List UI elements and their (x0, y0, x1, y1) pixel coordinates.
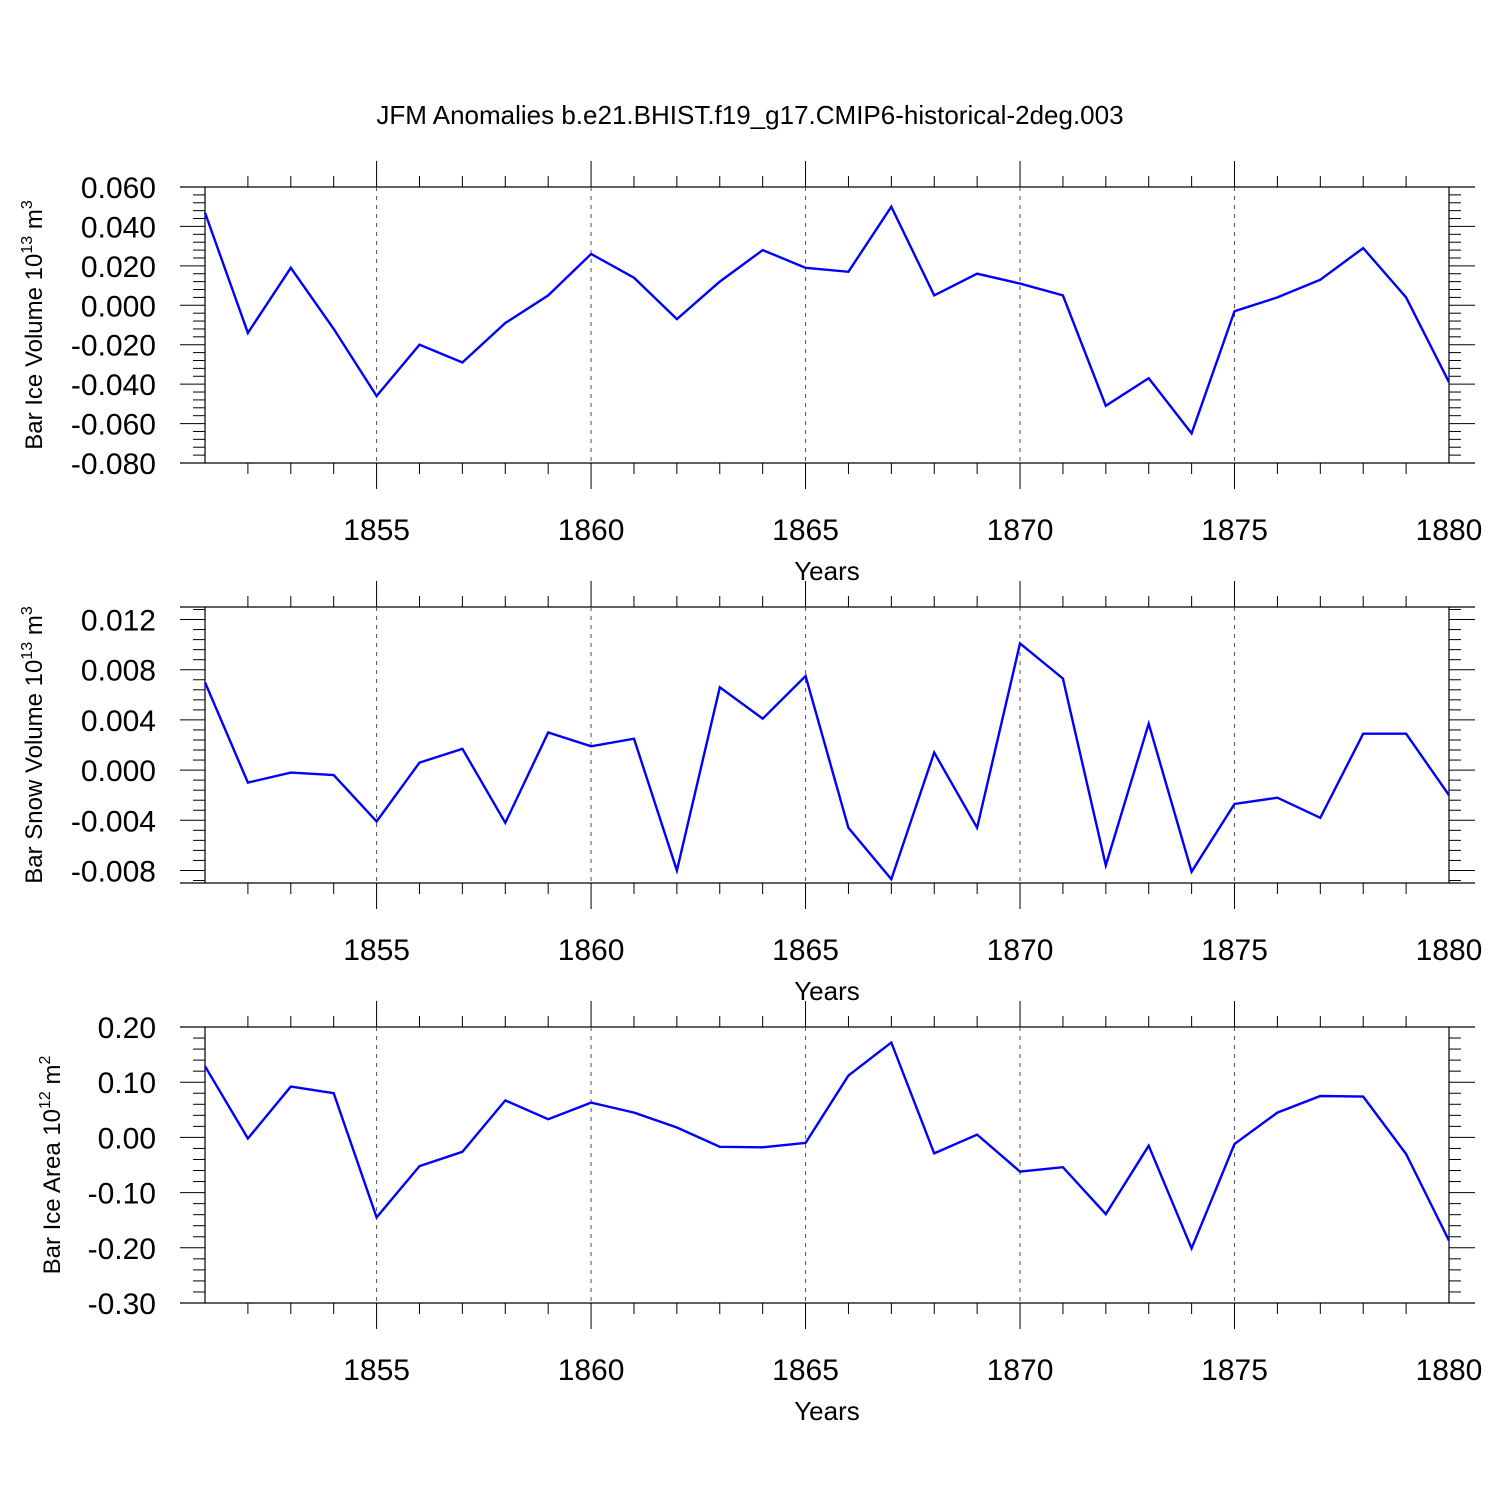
chart-title: JFM Anomalies b.e21.BHIST.f19_g17.CMIP6-… (376, 100, 1123, 130)
panel-1: -0.080 -0.060 -0.040 -0.020 0.000 0.020 0.040 0… (19, 161, 1482, 586)
x-axis-label: Years (794, 976, 860, 1006)
y-tick-label: -0.004 (71, 805, 156, 838)
panels: -0.080 -0.060 -0.040 -0.020 0.000 0.020 0.040 0… (19, 161, 1482, 1426)
x-tick-label: 1875 (1201, 934, 1268, 967)
y-tick-label: 0.10 (98, 1067, 156, 1100)
x-tick-label: 1880 (1416, 1354, 1483, 1387)
x-tick-label: 1870 (987, 1354, 1054, 1387)
x-tick-label: 1860 (558, 934, 625, 967)
y-tick-label: 0.20 (98, 1012, 156, 1045)
y-tick-label: 0.000 (81, 290, 156, 323)
y-tick-label: 0.008 (81, 655, 156, 688)
x-tick-label: 1875 (1201, 1354, 1268, 1387)
y-tick-label: 0.00 (98, 1122, 156, 1155)
x-tick-label: 1865 (772, 1354, 839, 1387)
y-axis-label: Bar Snow Volume 1013 m3 (19, 606, 48, 884)
panel-2: -0.008 -0.004 0.000 0.004 0.008 0.012 1855 1860… (19, 581, 1482, 1006)
y-tick-label: -0.008 (71, 855, 156, 888)
panel-3: -0.30 -0.20 -0.10 0.00 0.10 0.20 1855 1860 1865 1… (37, 1001, 1482, 1426)
y-tick-label: -0.30 (88, 1288, 156, 1321)
x-axis-label: Years (794, 1396, 860, 1426)
x-tick-label: 1855 (343, 1354, 410, 1387)
y-tick-label: 0.000 (81, 755, 156, 788)
x-tick-label: 1880 (1416, 934, 1483, 967)
x-tick-label: 1855 (343, 934, 410, 967)
x-tick-label: 1875 (1201, 514, 1268, 547)
y-axis-label: Bar Ice Area 1012 m2 (37, 1056, 66, 1275)
y-tick-label: -0.10 (88, 1178, 156, 1211)
y-tick-label: 0.004 (81, 705, 156, 738)
x-tick-label: 1860 (558, 1354, 625, 1387)
x-tick-label: 1880 (1416, 514, 1483, 547)
y-tick-label: 0.012 (81, 605, 156, 638)
x-tick-label: 1870 (987, 934, 1054, 967)
x-tick-label: 1865 (772, 934, 839, 967)
y-tick-label: -0.040 (71, 369, 156, 402)
x-tick-label: 1855 (343, 514, 410, 547)
y-axis-label: Bar Ice Volume 1013 m3 (19, 200, 48, 450)
x-tick-label: 1860 (558, 514, 625, 547)
y-tick-label: 0.020 (81, 251, 156, 284)
series-line (203, 1040, 1451, 1252)
series-line (203, 204, 1451, 436)
y-tick-label: 0.060 (81, 172, 156, 205)
y-tick-label: -0.060 (71, 409, 156, 442)
series-line (203, 641, 1450, 882)
x-tick-label: 1870 (987, 514, 1054, 547)
y-tick-label: -0.20 (88, 1233, 156, 1266)
y-tick-label: 0.040 (81, 211, 156, 244)
y-tick-label: -0.080 (71, 448, 156, 481)
x-tick-label: 1865 (772, 514, 839, 547)
y-tick-label: -0.020 (71, 330, 156, 363)
x-axis-label: Years (794, 556, 860, 586)
